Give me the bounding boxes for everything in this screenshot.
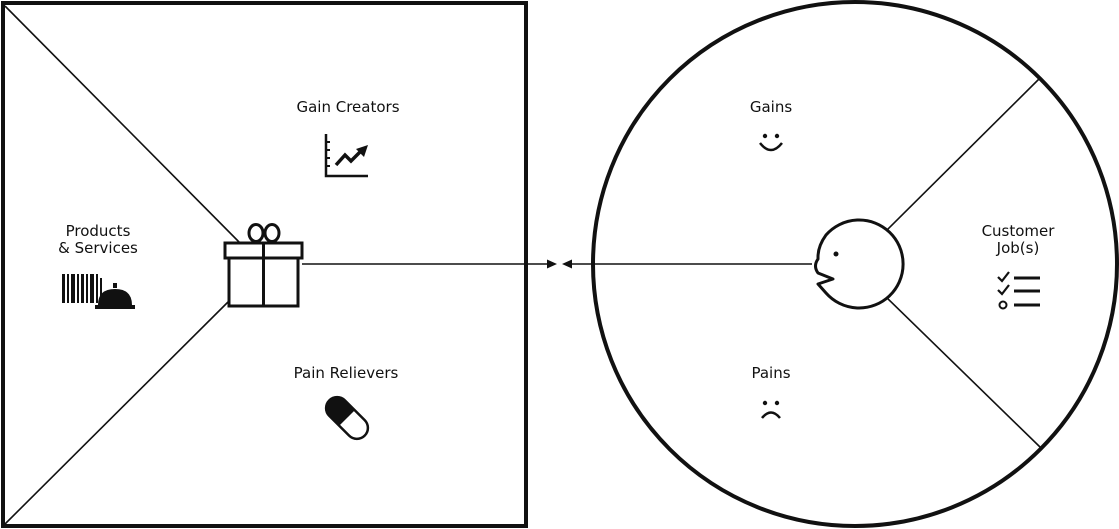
products-services-label-line1: Products (66, 222, 131, 240)
checklist-icon (997, 271, 1040, 310)
gift-icon (223, 223, 304, 308)
smile-face-icon (759, 133, 783, 152)
pill-icon (324, 395, 370, 441)
chart-trend-up-icon (324, 134, 368, 178)
value-map-divider-lower (4, 299, 231, 525)
customer-jobs-label-line2: Job(s) (996, 239, 1040, 257)
products-services-label-line2: & Services (58, 239, 138, 257)
customer-profile-divider-lower (883, 294, 1041, 448)
pains-label: Pains (751, 364, 790, 382)
gains-label: Gains (750, 98, 792, 116)
gain-creators-label: Gain Creators (296, 98, 399, 116)
customer-profile-divider-upper (883, 77, 1041, 234)
barcode-and-cloche-icon (62, 274, 135, 309)
pain-relievers-label: Pain Relievers (294, 364, 399, 382)
right-arrowhead (547, 259, 557, 269)
fit-connector (302, 259, 812, 269)
customer-jobs-label-line1: Customer (982, 222, 1056, 240)
value-map-divider-upper (4, 5, 245, 248)
customer-head-icon (814, 218, 905, 310)
sad-face-icon (761, 400, 781, 419)
left-arrowhead (562, 259, 572, 269)
